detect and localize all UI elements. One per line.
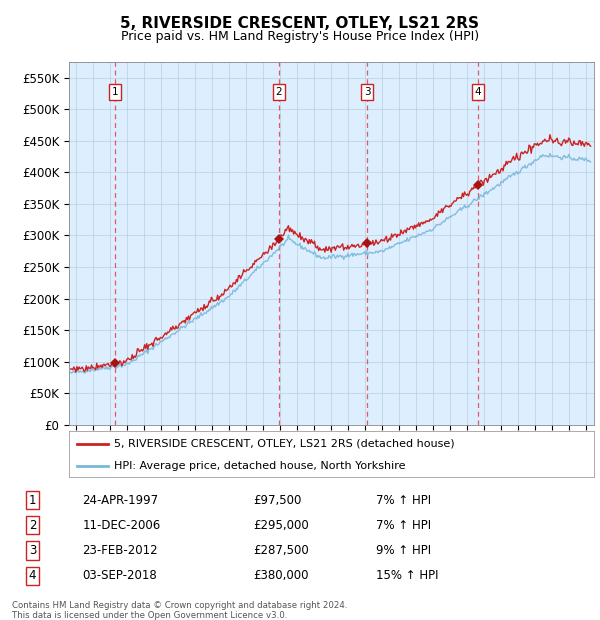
Text: 3: 3 bbox=[364, 87, 370, 97]
Text: 7% ↑ HPI: 7% ↑ HPI bbox=[376, 494, 431, 507]
Text: 3: 3 bbox=[29, 544, 36, 557]
Text: 23-FEB-2012: 23-FEB-2012 bbox=[82, 544, 158, 557]
Text: 4: 4 bbox=[475, 87, 481, 97]
Text: 24-APR-1997: 24-APR-1997 bbox=[82, 494, 158, 507]
Text: £295,000: £295,000 bbox=[253, 519, 309, 532]
Text: 5, RIVERSIDE CRESCENT, OTLEY, LS21 2RS (detached house): 5, RIVERSIDE CRESCENT, OTLEY, LS21 2RS (… bbox=[113, 439, 454, 449]
Text: HPI: Average price, detached house, North Yorkshire: HPI: Average price, detached house, Nort… bbox=[113, 461, 405, 471]
Text: 2: 2 bbox=[275, 87, 282, 97]
Text: 2: 2 bbox=[29, 519, 36, 532]
Text: 9% ↑ HPI: 9% ↑ HPI bbox=[376, 544, 431, 557]
Text: 4: 4 bbox=[29, 569, 36, 582]
Text: £287,500: £287,500 bbox=[253, 544, 309, 557]
Text: Contains HM Land Registry data © Crown copyright and database right 2024.: Contains HM Land Registry data © Crown c… bbox=[12, 601, 347, 611]
Text: 11-DEC-2006: 11-DEC-2006 bbox=[82, 519, 161, 532]
Text: Price paid vs. HM Land Registry's House Price Index (HPI): Price paid vs. HM Land Registry's House … bbox=[121, 30, 479, 43]
Text: This data is licensed under the Open Government Licence v3.0.: This data is licensed under the Open Gov… bbox=[12, 611, 287, 620]
Text: 7% ↑ HPI: 7% ↑ HPI bbox=[376, 519, 431, 532]
Text: £97,500: £97,500 bbox=[253, 494, 301, 507]
Text: 1: 1 bbox=[29, 494, 36, 507]
Text: £380,000: £380,000 bbox=[253, 569, 308, 582]
Text: 15% ↑ HPI: 15% ↑ HPI bbox=[376, 569, 439, 582]
Text: 1: 1 bbox=[112, 87, 118, 97]
Text: 03-SEP-2018: 03-SEP-2018 bbox=[82, 569, 157, 582]
Text: 5, RIVERSIDE CRESCENT, OTLEY, LS21 2RS: 5, RIVERSIDE CRESCENT, OTLEY, LS21 2RS bbox=[121, 16, 479, 31]
